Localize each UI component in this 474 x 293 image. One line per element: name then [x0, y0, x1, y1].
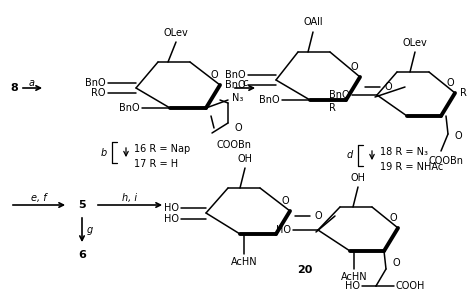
Text: BnO: BnO	[119, 103, 140, 113]
Text: BnO: BnO	[259, 95, 280, 105]
Text: 6: 6	[78, 250, 86, 260]
Text: 16 R = Nap: 16 R = Nap	[134, 144, 190, 154]
Text: RO: RO	[91, 88, 106, 98]
Text: AcHN: AcHN	[341, 272, 367, 282]
Text: BnO: BnO	[225, 70, 246, 80]
Text: BnO: BnO	[329, 90, 350, 100]
Text: BnO: BnO	[225, 80, 246, 90]
Text: R: R	[460, 88, 467, 98]
Text: 20: 20	[297, 265, 313, 275]
Text: O: O	[315, 211, 323, 221]
Text: e, f: e, f	[31, 193, 47, 203]
Text: b: b	[101, 147, 107, 158]
Text: d: d	[347, 151, 353, 161]
Text: O: O	[385, 82, 392, 92]
Text: HO: HO	[345, 281, 360, 291]
Text: 19 R = NHAc: 19 R = NHAc	[380, 162, 443, 172]
Text: R: R	[329, 103, 336, 113]
Text: HO: HO	[276, 225, 291, 235]
Text: O: O	[350, 62, 358, 72]
Text: BnO: BnO	[85, 78, 106, 88]
Text: a: a	[29, 78, 35, 88]
Text: OH: OH	[350, 173, 365, 183]
Text: O: O	[281, 196, 289, 206]
Text: OH: OH	[237, 154, 253, 164]
Text: COOH: COOH	[396, 281, 425, 291]
Text: OLev: OLev	[402, 38, 428, 48]
Text: O: O	[454, 131, 462, 141]
Text: O: O	[234, 123, 242, 133]
Text: O: O	[210, 70, 218, 80]
Text: O: O	[389, 213, 397, 223]
Text: COOBn: COOBn	[428, 156, 464, 166]
Text: AcHN: AcHN	[231, 257, 257, 267]
Text: O: O	[446, 78, 454, 88]
Text: OAll: OAll	[303, 17, 323, 27]
Text: h, i: h, i	[122, 193, 137, 203]
Text: HO: HO	[164, 214, 179, 224]
Text: HO: HO	[164, 203, 179, 213]
Text: OLev: OLev	[164, 28, 188, 38]
Text: N₃: N₃	[232, 93, 243, 103]
Text: COOBn: COOBn	[217, 140, 252, 150]
Text: 5: 5	[78, 200, 86, 210]
Text: 17 R = H: 17 R = H	[134, 159, 178, 169]
Text: g: g	[87, 225, 93, 235]
Text: c: c	[242, 78, 248, 88]
Text: 8: 8	[10, 83, 18, 93]
Text: 18 R = N₃: 18 R = N₃	[380, 147, 428, 157]
Text: O: O	[392, 258, 400, 268]
